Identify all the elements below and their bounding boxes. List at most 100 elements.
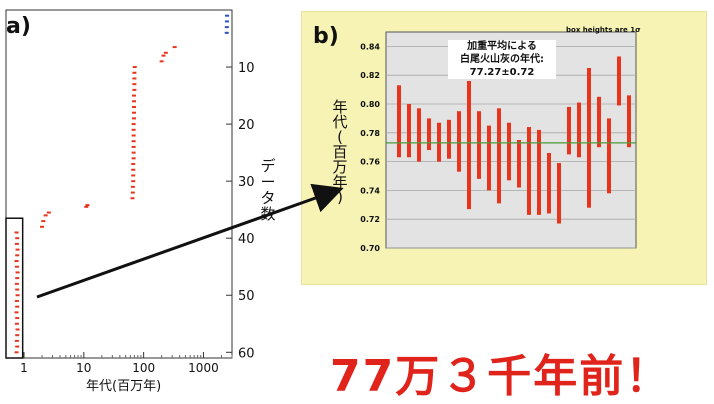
range-bar (487, 125, 491, 191)
range-bar (437, 122, 441, 162)
data-point (225, 14, 230, 17)
data-point (131, 163, 136, 166)
range-bar (417, 108, 421, 162)
x-tick-label: 1000 (188, 361, 219, 375)
range-bar (597, 96, 601, 148)
chart-a-y-axis-label: データ数 (260, 157, 276, 223)
data-point (15, 334, 20, 337)
data-point (15, 294, 20, 297)
data-point (15, 271, 20, 274)
data-point (15, 248, 20, 251)
y-tick-label: 10 (238, 61, 255, 76)
headline: 77万３千年前！ (330, 351, 672, 402)
data-point (132, 117, 137, 120)
chart-b-y-axis-label: 年代(百万年) (332, 98, 348, 206)
range-bar (567, 106, 571, 155)
x-tick-label: 1 (20, 361, 28, 375)
data-point (130, 185, 135, 188)
y-tick-label: 0.70 (360, 244, 380, 253)
data-point (131, 140, 136, 143)
data-point (14, 242, 19, 245)
data-point (131, 168, 136, 171)
range-bar (457, 111, 461, 172)
data-point (15, 288, 20, 291)
range-bar (507, 122, 511, 181)
range-bar (397, 85, 401, 158)
data-point (161, 54, 166, 57)
y-tick-label: 0.84 (360, 42, 380, 51)
data-point (40, 225, 45, 228)
range-bar (627, 95, 631, 148)
data-point (15, 317, 20, 320)
data-point (14, 282, 19, 285)
data-point (224, 20, 229, 23)
y-tick-label: 0.72 (360, 215, 380, 224)
data-point (132, 66, 137, 69)
data-point (41, 220, 46, 223)
range-bar (557, 163, 561, 224)
data-point (15, 328, 20, 331)
data-point (132, 105, 137, 108)
range-bar (497, 108, 501, 204)
data-point (132, 71, 137, 74)
y-tick-label: 40 (238, 232, 255, 247)
y-tick-label: 0.80 (360, 100, 380, 109)
y-tick-label: 0.78 (360, 129, 380, 138)
data-point (132, 94, 137, 97)
range-bar (607, 118, 611, 194)
data-point (172, 46, 177, 49)
y-tick-label: 0.76 (360, 158, 380, 167)
data-point (132, 100, 137, 103)
data-point (14, 265, 19, 268)
data-point (85, 204, 90, 207)
data-point (131, 145, 136, 148)
data-point (130, 197, 135, 200)
range-bar (427, 118, 431, 151)
x-tick-label: 100 (132, 361, 155, 375)
data-point (131, 134, 136, 137)
data-point (131, 180, 136, 183)
range-bar (617, 56, 621, 106)
data-point (15, 277, 20, 280)
y-tick-label: 50 (238, 289, 255, 304)
range-bar (547, 152, 551, 214)
data-point (14, 322, 19, 325)
y-tick-label: 0.82 (360, 71, 380, 80)
chart-a-x-axis-label: 年代(百万年) (86, 379, 162, 394)
y-tick-label: 60 (238, 346, 255, 361)
chart-a: 1 10 100 1000 10 20 30 40 50 60 (5, 9, 255, 375)
data-point (14, 311, 19, 314)
data-point (224, 26, 229, 29)
range-bar (517, 140, 521, 188)
data-point (130, 191, 135, 194)
data-point (14, 260, 19, 263)
data-point (159, 60, 164, 63)
data-point (224, 31, 229, 34)
data-point (43, 214, 48, 217)
chart-b: 0.70 0.72 0.74 0.76 0.78 0.80 0.82 0.84 (360, 31, 637, 253)
data-point (132, 83, 137, 86)
range-bar (407, 104, 411, 158)
data-point (15, 237, 20, 240)
chart-a-plot-frame (5, 9, 233, 359)
data-point (131, 174, 136, 177)
data-point (15, 345, 20, 348)
chart-b-note: box heights are 1σ (566, 26, 641, 34)
y-tick-label: 30 (238, 175, 255, 190)
highlight-box (5, 217, 24, 359)
data-point (15, 254, 20, 257)
data-point (14, 351, 19, 354)
data-point (84, 205, 89, 208)
y-tick-label: 0.74 (360, 186, 380, 195)
panel-b-label: b) (313, 24, 339, 49)
data-point (46, 211, 51, 214)
panel-a-label: a) (6, 14, 31, 39)
data-point (131, 151, 136, 154)
data-point (132, 77, 137, 80)
data-point (14, 299, 19, 302)
data-point (15, 305, 20, 308)
range-bar (537, 129, 541, 215)
data-point (131, 157, 136, 160)
data-point (131, 123, 136, 126)
range-bar (477, 111, 481, 179)
